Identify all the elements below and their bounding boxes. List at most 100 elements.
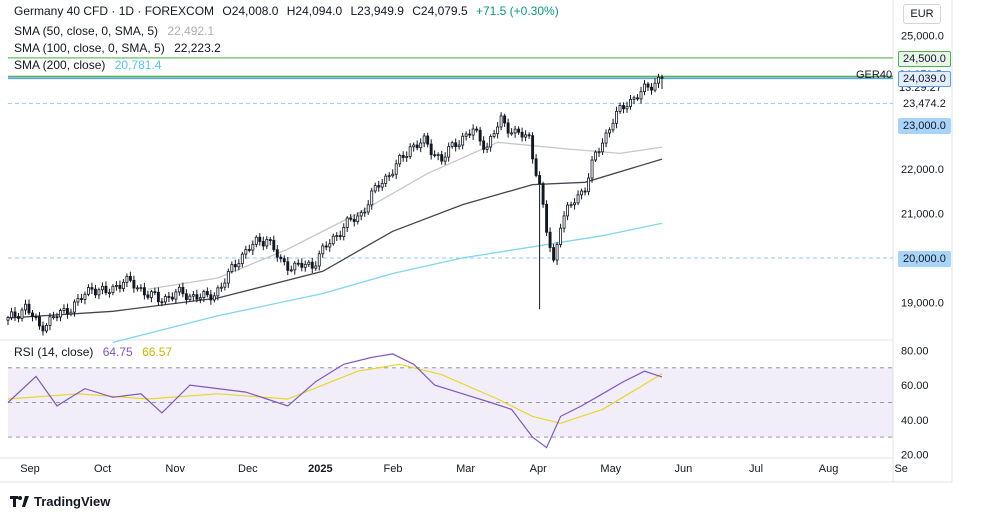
candle-body (317, 253, 321, 267)
time-axis-label: Aug (819, 463, 839, 475)
candle-body (324, 245, 328, 248)
candle-body (639, 91, 643, 100)
candle-body (167, 296, 171, 298)
candle-body (244, 249, 248, 255)
ohlc-legend: Germany 40 CFD · 1D · FOREXCOM O24,008.0… (14, 4, 564, 18)
candle-body (31, 312, 34, 318)
level-tag[interactable]: 24,039.0 (898, 71, 951, 88)
candle-body (314, 265, 318, 269)
rsi-tick-label: 80.00 (901, 345, 929, 357)
candle-body (370, 190, 374, 206)
candle-body (251, 243, 255, 251)
candle-body (300, 262, 304, 268)
candle-body (104, 285, 108, 294)
candle-body (366, 204, 370, 213)
candle-body (464, 133, 468, 137)
candle-body (48, 316, 52, 326)
candle-body (184, 293, 188, 300)
symbol-title[interactable]: Germany 40 CFD · 1D · FOREXCOM (14, 4, 215, 18)
candle-body (265, 239, 269, 247)
candle-body (66, 308, 69, 315)
candle-body (328, 243, 332, 248)
candle-body (398, 155, 402, 165)
candle-body (275, 249, 279, 258)
time-axis-label: Nov (165, 463, 185, 475)
candle-body (205, 291, 209, 296)
candle-body (240, 253, 244, 265)
candle-body (412, 144, 416, 148)
candle-body (489, 135, 493, 148)
candle-body (597, 151, 601, 154)
currency-button[interactable]: EUR (903, 4, 941, 24)
sma100-legend[interactable]: SMA (100, close, 0, SMA, 5) 22,223.2 (14, 41, 227, 55)
candle-body (510, 132, 514, 135)
level-tag[interactable]: 23,000.0 (898, 117, 951, 134)
candle-body (524, 134, 528, 138)
tradingview-logo[interactable]: TradingView (10, 494, 110, 509)
candle-body (76, 298, 80, 303)
candle-body (527, 134, 531, 137)
rsi-legend[interactable]: RSI (14, close) 64.75 66.57 (14, 345, 178, 359)
candle-body (531, 135, 535, 160)
candle-body (359, 212, 363, 217)
high-value: H24,094.0 (286, 4, 343, 18)
candle-body (156, 291, 160, 303)
rsi-tick-label: 60.00 (901, 380, 929, 392)
candle-body (566, 204, 570, 217)
candle-body (289, 269, 293, 272)
candle-body (209, 294, 213, 301)
candle-body (10, 311, 13, 318)
candle-body (198, 297, 202, 300)
candle-body (216, 287, 220, 297)
candle-body (611, 122, 615, 131)
candle-body (608, 129, 611, 134)
level-tag[interactable]: 23,474.2 (898, 96, 951, 113)
sma100-label: SMA (100, close, 0, SMA, 5) (14, 41, 165, 55)
time-axis-label: Apr (530, 463, 547, 475)
time-axis-label: Se (894, 463, 907, 475)
sma50-value: 22,492.1 (167, 24, 215, 38)
candle-body (468, 133, 472, 136)
level-tag[interactable]: 20,000.0 (898, 250, 951, 267)
candle-body (559, 227, 563, 245)
candle-body (408, 146, 412, 157)
candle-body (79, 298, 83, 300)
candle-body (429, 143, 433, 156)
candle-body (506, 122, 510, 134)
sma50-legend[interactable]: SMA (50, close, 0, SMA, 5) 22,492.1 (14, 24, 220, 38)
candle-body (17, 316, 20, 319)
candle-body (118, 285, 122, 289)
candle-body (562, 215, 566, 229)
time-axis-label: 2025 (308, 463, 332, 475)
candle-body (83, 293, 87, 300)
level-tag[interactable]: 24,500.0 (898, 50, 951, 67)
candle-body (170, 296, 174, 300)
candle-body (629, 98, 632, 107)
candle-body (636, 97, 639, 100)
sma200-legend[interactable]: SMA (200, close) 20,781.4 (14, 58, 167, 72)
candle-body (426, 135, 430, 145)
candle-body (513, 128, 517, 134)
candle-body (195, 294, 199, 300)
candle-body (135, 287, 139, 290)
candle-body (377, 185, 381, 188)
candle-body (279, 256, 283, 260)
candle-body (391, 173, 395, 177)
time-axis-label: Jun (675, 463, 693, 475)
candle-body (583, 190, 587, 193)
candle-body (454, 142, 458, 148)
candle-body (363, 211, 367, 214)
sma200-label: SMA (200, close) (14, 58, 106, 72)
rsi-tick-label: 40.00 (901, 415, 929, 427)
candle-body (457, 144, 461, 148)
time-axis-label: Dec (238, 463, 258, 475)
time-axis-label: Mar (456, 463, 475, 475)
candle-body (219, 286, 223, 289)
candle-body (188, 295, 192, 300)
candle-body (13, 311, 17, 317)
candle-body (153, 291, 157, 294)
candle-body (45, 325, 48, 332)
candle-body (307, 261, 311, 265)
candle-body (384, 175, 388, 184)
